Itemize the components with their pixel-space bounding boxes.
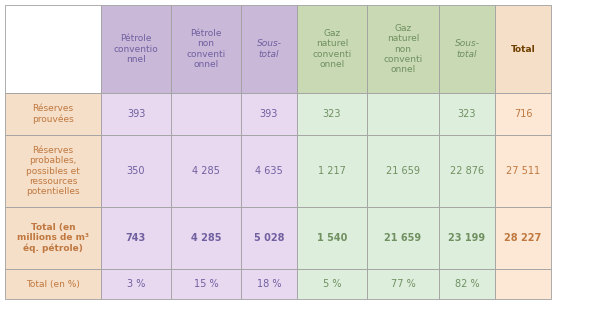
Text: 18 %: 18 % (256, 279, 281, 289)
Bar (5, 207, 101, 269)
Bar (439, 135, 495, 207)
Text: Sous-
total: Sous- total (256, 39, 281, 58)
Text: 28 227: 28 227 (504, 233, 541, 243)
Text: 22 876: 22 876 (450, 166, 484, 176)
Bar (495, 5, 551, 93)
Text: 1 217: 1 217 (318, 166, 346, 176)
Bar (439, 207, 495, 269)
Text: 82 %: 82 % (454, 279, 479, 289)
Text: 323: 323 (458, 109, 476, 119)
Bar (297, 135, 367, 207)
Bar (101, 135, 171, 207)
Bar (241, 5, 297, 93)
Bar (101, 207, 171, 269)
Bar (171, 207, 241, 269)
Bar (297, 5, 367, 93)
Bar (297, 269, 367, 299)
Bar (171, 93, 241, 135)
Bar (101, 5, 171, 93)
Bar (101, 93, 171, 135)
Text: 77 %: 77 % (391, 279, 415, 289)
Bar (101, 269, 171, 299)
Bar (495, 135, 551, 207)
Text: Total (en %): Total (en %) (26, 280, 80, 289)
Bar (439, 269, 495, 299)
Text: 716: 716 (514, 109, 532, 119)
Text: Total: Total (511, 44, 535, 53)
Text: 23 199: 23 199 (449, 233, 486, 243)
Text: Pétrole
conventio
nnel: Pétrole conventio nnel (113, 35, 158, 63)
Bar (495, 207, 551, 269)
Text: 4 635: 4 635 (255, 166, 283, 176)
Bar (297, 93, 367, 135)
Text: 323: 323 (323, 109, 341, 119)
Bar (5, 135, 101, 207)
Bar (297, 207, 367, 269)
Bar (171, 135, 241, 207)
Text: 1 540: 1 540 (317, 233, 347, 243)
Text: 5 028: 5 028 (254, 233, 284, 243)
Bar (367, 93, 439, 135)
Bar (439, 93, 495, 135)
Text: 393: 393 (127, 109, 145, 119)
Bar (495, 269, 551, 299)
Text: Réserves
prouvées: Réserves prouvées (32, 104, 74, 124)
Text: Total (en
millions de m³
éq. pétrole): Total (en millions de m³ éq. pétrole) (17, 223, 89, 253)
Text: 27 511: 27 511 (506, 166, 540, 176)
Text: Sous-
total: Sous- total (454, 39, 479, 58)
Text: 21 659: 21 659 (386, 166, 420, 176)
Bar (439, 5, 495, 93)
Text: 21 659: 21 659 (384, 233, 421, 243)
Bar (5, 269, 101, 299)
Bar (367, 207, 439, 269)
Bar (5, 5, 101, 93)
Bar (241, 93, 297, 135)
Text: 3 %: 3 % (127, 279, 145, 289)
Text: 350: 350 (126, 166, 145, 176)
Text: 393: 393 (260, 109, 278, 119)
Bar (241, 135, 297, 207)
Text: Réserves
probables,
possibles et
ressources
potentielles: Réserves probables, possibles et ressour… (26, 146, 80, 196)
Text: 4 285: 4 285 (192, 166, 220, 176)
Text: Gaz
naturel
non
conventi
onnel: Gaz naturel non conventi onnel (384, 24, 423, 74)
Bar (367, 269, 439, 299)
Text: Gaz
naturel
conventi
onnel: Gaz naturel conventi onnel (313, 30, 352, 68)
Bar (171, 5, 241, 93)
Bar (367, 5, 439, 93)
Text: Pétrole
non
conventi
onnel: Pétrole non conventi onnel (186, 30, 226, 68)
Text: 4 285: 4 285 (191, 233, 221, 243)
Bar (367, 135, 439, 207)
Text: 743: 743 (126, 233, 146, 243)
Bar (5, 93, 101, 135)
Bar (171, 269, 241, 299)
Bar (495, 93, 551, 135)
Bar (241, 207, 297, 269)
Text: 5 %: 5 % (323, 279, 341, 289)
Text: 15 %: 15 % (194, 279, 218, 289)
Bar (241, 269, 297, 299)
